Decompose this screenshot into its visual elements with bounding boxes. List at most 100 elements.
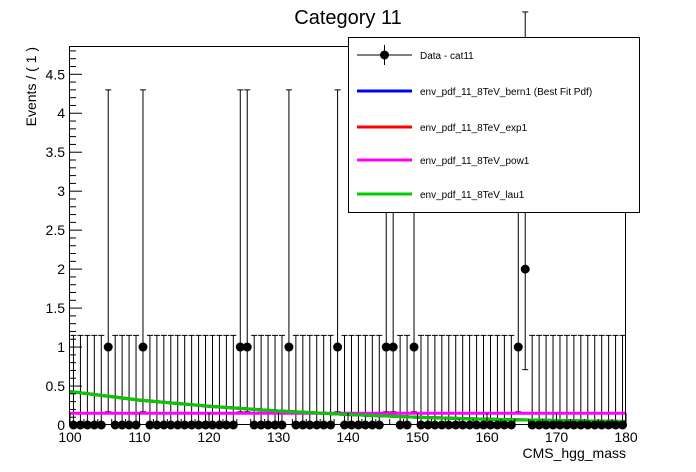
error-bar	[98, 334, 105, 425]
data-point	[381, 342, 391, 352]
data-point	[103, 342, 113, 352]
error-bar	[404, 334, 411, 425]
legend-entry: env_pdf_11_8TeV_lau1	[357, 190, 525, 201]
y-tick-label: 0.5	[46, 378, 66, 394]
error-bar	[244, 89, 251, 413]
error-bar	[543, 334, 550, 425]
error-bar	[188, 334, 195, 425]
error-bar	[570, 334, 577, 425]
data-point	[235, 342, 245, 352]
legend-label: env_pdf_11_8TeV_bern1 (Best Fit Pdf)	[420, 87, 592, 98]
error-bar	[501, 334, 508, 425]
error-bar	[348, 334, 355, 425]
error-bar	[70, 334, 77, 425]
error-bar	[84, 334, 91, 425]
legend-label: env_pdf_11_8TeV_exp1	[420, 123, 528, 134]
x-tick-label: 130	[267, 429, 291, 445]
legend-label: env_pdf_11_8TeV_pow1	[420, 156, 530, 167]
chart-title: Category 11	[294, 7, 401, 29]
y-tick-label: 1	[57, 339, 65, 355]
data-point	[333, 342, 343, 352]
data-point	[242, 342, 252, 352]
error-bar	[563, 334, 570, 425]
error-bar	[202, 334, 209, 425]
error-bar	[146, 334, 153, 425]
error-bar	[362, 334, 369, 425]
error-bar	[438, 334, 445, 425]
error-bar	[223, 334, 230, 425]
legend-entry: Data - cat11	[357, 45, 474, 65]
error-bar	[91, 334, 98, 425]
error-bar	[167, 334, 174, 425]
error-bar	[417, 334, 424, 425]
error-bar	[251, 334, 258, 425]
error-bar	[153, 334, 160, 425]
error-bar	[209, 334, 216, 425]
axes: 100 110 120 130 140 150 160 170 180 0 0.5 1 1.5 2 2.5 3…	[46, 50, 638, 445]
error-bar	[529, 334, 536, 425]
x-axis-label: CMS_hgg_mass	[523, 445, 627, 461]
y-tick-label: 3	[57, 183, 65, 199]
error-bar	[181, 334, 188, 425]
error-bar	[334, 89, 341, 413]
error-bar	[508, 334, 515, 425]
error-bar	[320, 334, 327, 425]
data-point	[520, 264, 530, 274]
y-tick-label: 2	[57, 261, 65, 277]
error-bar	[445, 334, 452, 425]
legend-label: Data - cat11	[420, 51, 474, 62]
error-bar	[313, 334, 320, 425]
legend-entry: env_pdf_11_8TeV_pow1	[357, 156, 530, 167]
error-bar	[105, 89, 112, 413]
y-tick-label: 1.5	[46, 300, 66, 316]
error-bar	[133, 334, 140, 425]
error-bar	[376, 334, 383, 425]
error-bar	[112, 334, 119, 425]
error-bar	[216, 334, 223, 425]
error-bar	[591, 334, 598, 425]
error-bar	[605, 334, 612, 425]
x-tick-label: 120	[197, 429, 221, 445]
error-bar	[139, 89, 146, 413]
error-bar	[160, 334, 167, 425]
error-bar	[119, 334, 126, 425]
error-bar	[466, 334, 473, 425]
error-bar	[237, 89, 244, 413]
x-tick-label: 180	[614, 429, 638, 445]
error-bar	[619, 334, 626, 425]
error-bar	[459, 334, 466, 425]
error-bar	[494, 334, 501, 425]
error-bar	[550, 334, 557, 425]
error-bar	[452, 334, 459, 425]
error-bar	[285, 89, 292, 413]
error-bar	[487, 334, 494, 425]
error-bar	[424, 334, 431, 425]
y-tick-label: 2.5	[46, 222, 66, 238]
legend-entry: env_pdf_11_8TeV_bern1 (Best Fit Pdf)	[357, 87, 592, 98]
error-bar	[230, 334, 237, 425]
error-bar	[584, 334, 591, 425]
error-bar	[341, 334, 348, 425]
y-axis-label: Events / ( 1 )	[23, 47, 39, 126]
error-bar	[327, 334, 334, 425]
error-bar	[598, 334, 605, 425]
error-bar	[174, 334, 181, 425]
error-bar	[369, 334, 376, 425]
y-tick-label: 0	[57, 417, 65, 433]
error-bar	[77, 334, 84, 425]
error-bar	[612, 334, 619, 425]
data-point	[513, 342, 523, 352]
error-bar	[480, 334, 487, 425]
error-bar	[556, 334, 563, 425]
legend: Data - cat11 env_pdf_11_8TeV_bern1 (Best …	[348, 37, 640, 213]
error-bar	[431, 334, 438, 425]
error-bar	[195, 334, 202, 425]
legend-label: env_pdf_11_8TeV_lau1	[420, 190, 525, 201]
error-bar	[126, 334, 133, 425]
data-point	[409, 342, 419, 352]
error-bar	[306, 334, 313, 425]
x-tick-label: 170	[545, 429, 569, 445]
error-bar	[397, 334, 404, 425]
y-tick-label: 4	[57, 105, 65, 121]
